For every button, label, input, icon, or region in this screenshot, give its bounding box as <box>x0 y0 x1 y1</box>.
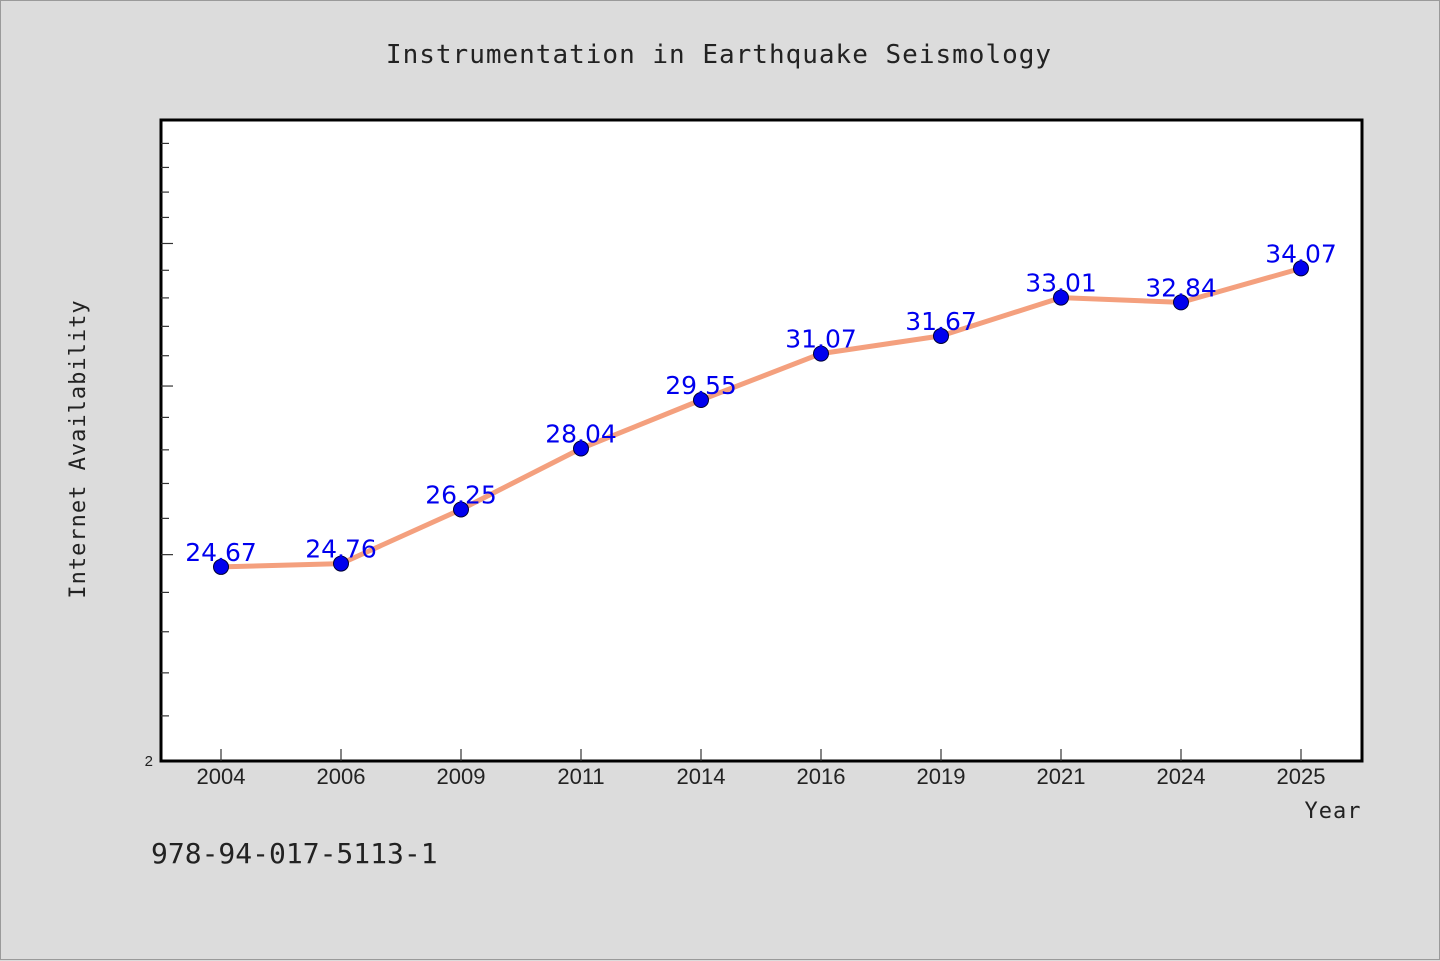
series-line-group <box>218 265 1304 570</box>
data-labels: 24.67 24.76 26.25 28.04 29.55 31.07 31.67 33.01… <box>185 239 1337 567</box>
data-point[interactable] <box>933 327 949 344</box>
data-label: 29.55 <box>665 371 737 400</box>
x-tick-label: 2006 <box>317 764 366 789</box>
x-tick-label: 2004 <box>197 764 246 789</box>
x-tick-label: 2021 <box>1037 764 1086 789</box>
x-axis-label: Year <box>1305 799 1362 824</box>
data-label: 33.01 <box>1025 269 1097 298</box>
data-point[interactable] <box>453 501 469 518</box>
x-tick-label: 2016 <box>797 764 846 789</box>
x-tick-label: 2019 <box>917 764 966 789</box>
x-tick-label: 2014 <box>677 764 726 789</box>
data-point[interactable] <box>1053 289 1069 306</box>
data-label: 32.84 <box>1145 273 1217 302</box>
series-line <box>218 265 1304 570</box>
data-label: 31.07 <box>785 325 857 354</box>
x-tick-label: 2011 <box>557 764 604 789</box>
chart-title: Instrumentation in Earthquake Seismology <box>386 40 1052 70</box>
data-label: 24.67 <box>185 538 257 567</box>
data-point[interactable] <box>1293 260 1309 277</box>
x-tick-label: 2009 <box>437 764 486 789</box>
data-label: 31.67 <box>905 307 977 336</box>
data-point[interactable] <box>693 392 709 409</box>
y-axis-label: Internet Availability <box>66 299 91 598</box>
data-point[interactable] <box>1173 294 1189 311</box>
data-point[interactable] <box>213 558 229 575</box>
data-label: 26.25 <box>425 481 497 510</box>
data-point[interactable] <box>813 345 829 362</box>
x-tick-label: 2025 <box>1277 764 1326 789</box>
data-point[interactable] <box>333 555 349 572</box>
y-axis-ticks: 2 <box>145 142 173 770</box>
isbn-text: 978-94-017-5113-1 <box>151 837 438 870</box>
data-label: 28.04 <box>545 420 617 449</box>
x-tick-label: 2024 <box>1157 764 1206 789</box>
x-axis-ticks: 2004 2006 2009 2011 2014 2016 2019 2021 2024 2025 <box>197 749 1326 789</box>
data-label: 24.76 <box>305 535 377 564</box>
y-tick-label: 2 <box>145 753 153 770</box>
data-markers <box>213 260 1309 575</box>
plot-area <box>159 118 1364 763</box>
data-point[interactable] <box>573 440 589 457</box>
data-label: 34.07 <box>1265 239 1337 268</box>
